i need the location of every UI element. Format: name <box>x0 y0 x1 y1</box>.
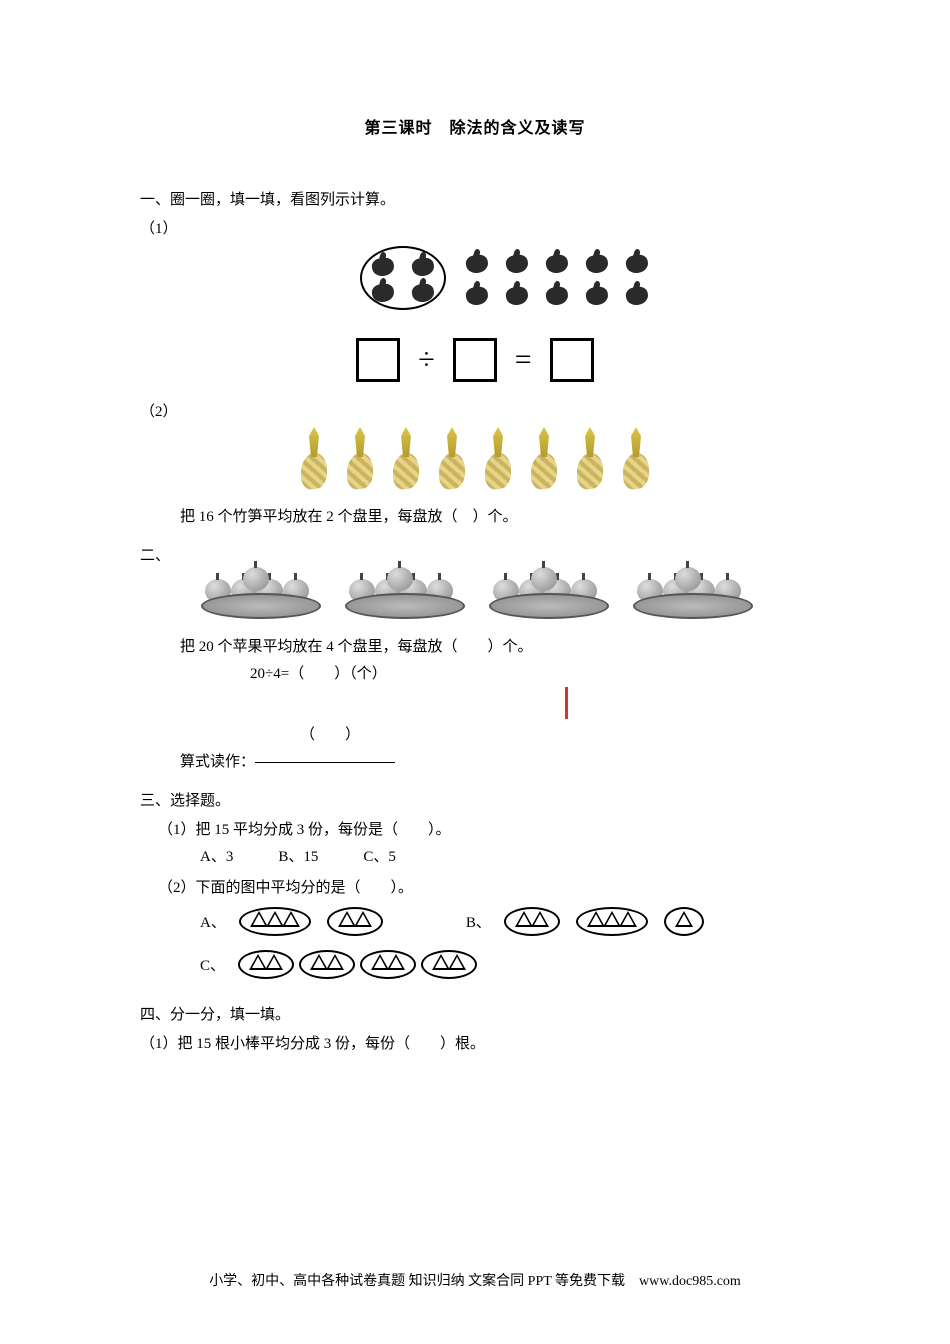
q3-s2: （2）下面的图中平均分的是（ ）。 <box>158 876 810 897</box>
q1-sub2: （2） <box>140 400 810 421</box>
apple-read: 算式读作： <box>180 750 810 771</box>
q1-sub1: （1） <box>140 217 810 238</box>
bamboo-question: 把 16 个竹笋平均放在 2 个盘里，每盘放（ ）个。 <box>180 505 810 526</box>
q3-head: 三、选择题。 <box>140 789 810 810</box>
opt-c-label: C、 <box>200 954 225 975</box>
equation-row: ÷ = <box>140 338 810 382</box>
red-pointer <box>565 687 568 719</box>
apple-paren: （ ） <box>250 723 410 744</box>
page-title: 第三课时 除法的含义及读写 <box>140 114 810 138</box>
blank-box-3 <box>550 338 594 382</box>
opt-a-label: A、 <box>200 911 226 932</box>
strawberry-figure <box>140 246 810 310</box>
q2-head: 二、 <box>140 544 810 565</box>
blank-underline <box>255 762 395 763</box>
bamboo-figure <box>140 427 810 493</box>
opt-b-label: B、 <box>466 911 491 932</box>
q4-s1: （1）把 15 根小棒平均分成 3 份，每份（ ）根。 <box>140 1032 810 1053</box>
apple-figure <box>140 573 810 621</box>
page-footer: 小学、初中、高中各种试卷真题 知识归纳 文案合同 PPT 等免费下载 www.d… <box>0 1270 950 1290</box>
q3-opt-row-ab: A、 B、 <box>200 907 810 936</box>
blank-box-1 <box>356 338 400 382</box>
q3-opt-row-c: C、 <box>200 950 810 979</box>
q3-s1: （1）把 15 平均分成 3 份，每份是（ ）。 <box>158 818 810 839</box>
blank-box-2 <box>453 338 497 382</box>
q3-s1-opts: A、3 B、15 C、5 <box>200 845 810 866</box>
divide-sign: ÷ <box>418 343 434 377</box>
apple-calc: 20÷4=（ ）（个） <box>250 662 810 683</box>
q1-head: 一、圈一圈，填一填，看图列示计算。 <box>140 188 810 209</box>
equals-sign: = <box>515 343 532 377</box>
apple-question: 把 20 个苹果平均放在 4 个盘里，每盘放（ ）个。 <box>180 635 810 656</box>
q4-head: 四、分一分，填一填。 <box>140 1003 810 1024</box>
